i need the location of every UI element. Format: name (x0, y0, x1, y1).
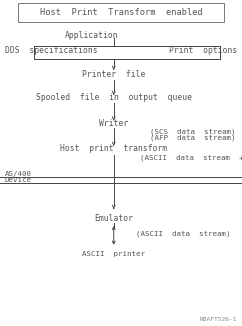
Text: Printer  file: Printer file (82, 70, 145, 80)
Text: Emulator: Emulator (94, 214, 133, 223)
Text: (SCS  data  stream): (SCS data stream) (150, 129, 235, 135)
Text: RBAFT526-1: RBAFT526-1 (200, 317, 237, 322)
Text: DDS  specifications: DDS specifications (5, 46, 98, 55)
Text: Print  options: Print options (169, 46, 237, 55)
Text: Application: Application (65, 31, 119, 40)
FancyBboxPatch shape (18, 3, 224, 22)
Text: Host  Print  Transform  enabled: Host Print Transform enabled (40, 8, 202, 17)
Text: Spooled  file  in  output  queue: Spooled file in output queue (36, 93, 192, 102)
Text: (AFP  data  stream): (AFP data stream) (150, 134, 235, 141)
Text: ASCII  printer: ASCII printer (82, 251, 145, 257)
Text: Writer: Writer (99, 119, 128, 128)
Text: Host  print  transform: Host print transform (60, 144, 167, 154)
Text: AS/400: AS/400 (5, 171, 32, 177)
Text: (ASCII  data  stream): (ASCII data stream) (136, 230, 230, 237)
Text: (ASCII  data  stream  +  ATRN): (ASCII data stream + ATRN) (140, 155, 242, 161)
Text: Device: Device (5, 177, 32, 183)
